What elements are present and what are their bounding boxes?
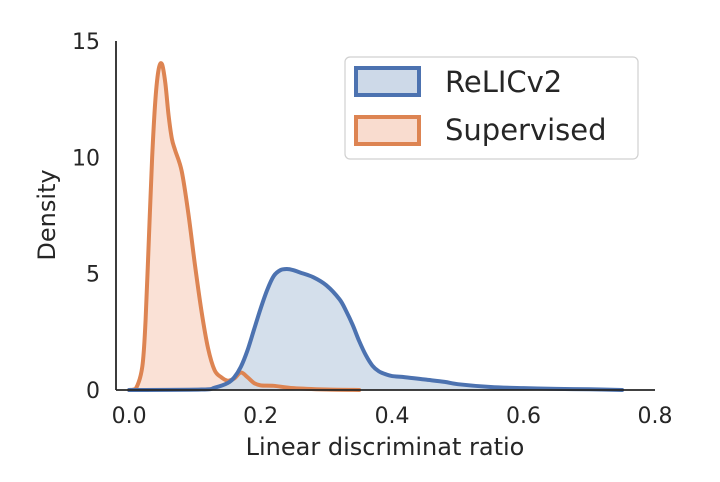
y-tick-label: 0 [86,379,100,404]
legend: ReLICv2 Supervised [344,56,639,160]
plot-area [127,61,625,392]
supervised-density-area [129,63,360,391]
y-tick-label: 15 [72,30,100,55]
relicv2-density-line [127,267,625,392]
x-ticks: 0.0 0.2 0.4 0.6 0.8 [112,404,673,429]
x-axis-label: Linear discriminat ratio [246,433,525,461]
y-ticks: 0 5 10 15 [72,30,100,404]
legend-swatch-relicv2 [354,66,421,97]
legend-label-supervised: Supervised [445,113,607,147]
y-axis-label: Density [33,169,61,260]
supervised-density-line [127,61,362,392]
x-tick-label: 0.6 [506,404,541,429]
y-tick-label: 10 [72,146,100,171]
x-tick-label: 0.8 [638,404,673,429]
x-axis: 0.0 0.2 0.4 0.6 0.8 [112,389,673,429]
x-tick-label: 0.4 [375,404,410,429]
y-axis: 0 5 10 15 [72,30,117,404]
x-tick-label: 0.0 [112,404,147,429]
legend-swatch-supervised [354,115,421,146]
y-tick-label: 5 [86,263,100,288]
relicv2-density-area [129,269,623,390]
x-tick-label: 0.2 [243,404,278,429]
legend-label-relicv2: ReLICv2 [445,65,562,99]
